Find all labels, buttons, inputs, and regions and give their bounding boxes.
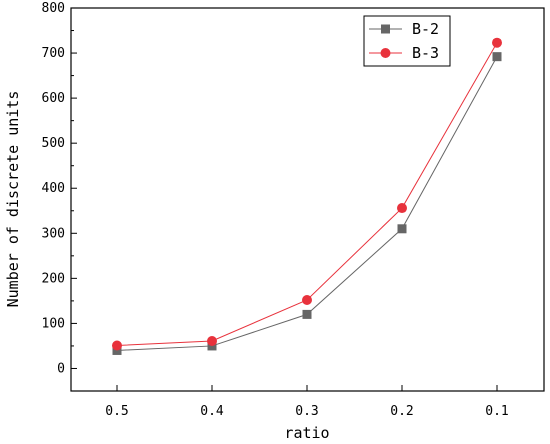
legend-label: B-3 (412, 44, 439, 62)
series-line (116, 56, 498, 351)
y-axis: 0 100 200 300 400 500 600 700 800 (42, 1, 77, 376)
x-axis-title: ratio (284, 424, 329, 442)
data-point (492, 52, 502, 62)
data-point (397, 203, 407, 214)
plot-frame (70, 7, 545, 392)
legend-marker (381, 24, 390, 34)
legend-item: B-2 (369, 20, 439, 38)
data-point (302, 294, 312, 305)
x-tick-label: 0.3 (295, 404, 318, 419)
y-tick-label: 100 (42, 316, 65, 331)
legend-marker (380, 48, 391, 58)
data-point (302, 309, 312, 319)
data-point (397, 224, 407, 234)
data-point (492, 37, 502, 48)
x-tick-label: 0.5 (105, 404, 128, 419)
series-layer (112, 37, 502, 355)
y-tick-label: 0 (57, 361, 65, 376)
series-b-2 (112, 52, 502, 355)
x-axis: 0.5 0.4 0.3 0.2 0.1 (105, 385, 509, 419)
x-tick-label: 0.1 (485, 404, 508, 419)
y-tick-label: 200 (42, 271, 65, 286)
data-point (207, 335, 217, 346)
y-tick-label: 500 (42, 136, 65, 151)
y-tick-label: 400 (42, 181, 65, 196)
series-b-3 (112, 37, 502, 351)
y-tick-label: 800 (42, 1, 65, 16)
y-tick-label: 600 (42, 91, 65, 106)
y-axis-title: Number of discrete units (4, 91, 22, 308)
legend: B-2B-3 (363, 15, 451, 67)
x-tick-label: 0.2 (390, 404, 413, 419)
legend-item: B-3 (369, 44, 439, 62)
legend-frame (363, 15, 451, 67)
data-point (112, 340, 122, 351)
y-tick-label: 300 (42, 226, 65, 241)
y-tick-label: 700 (42, 46, 65, 61)
legend-label: B-2 (412, 20, 439, 38)
x-tick-label: 0.4 (200, 404, 224, 419)
